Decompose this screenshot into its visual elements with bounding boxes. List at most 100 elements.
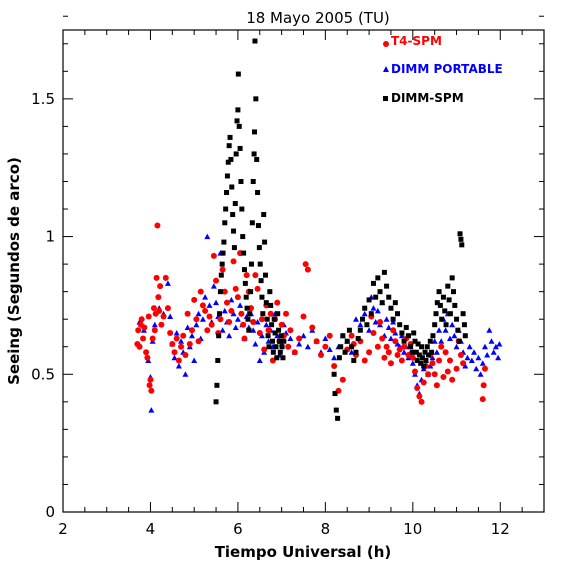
data-point	[221, 288, 228, 295]
data-point	[268, 302, 274, 308]
data-point	[338, 344, 344, 350]
data-point	[296, 335, 303, 342]
data-point	[373, 294, 379, 300]
data-point	[155, 294, 162, 301]
data-point	[252, 272, 259, 279]
data-point	[300, 313, 307, 320]
data-point	[364, 322, 370, 328]
data-point	[254, 285, 261, 292]
data-point	[237, 302, 244, 308]
data-point	[199, 316, 206, 322]
data-point	[188, 327, 195, 334]
data-point	[240, 234, 246, 240]
data-point	[457, 231, 463, 237]
data-point	[437, 302, 443, 308]
data-point	[224, 190, 230, 196]
data-point	[258, 316, 265, 323]
data-point	[223, 206, 229, 212]
data-point	[429, 360, 436, 367]
data-point	[274, 355, 280, 361]
data-point	[408, 344, 414, 350]
data-point	[331, 363, 338, 370]
data-point	[355, 335, 361, 341]
data-point	[206, 313, 213, 320]
data-point	[398, 357, 405, 364]
data-point	[235, 71, 241, 77]
data-point	[366, 349, 373, 356]
plot-frame	[62, 29, 545, 513]
data-point	[451, 332, 458, 339]
data-point	[349, 344, 355, 350]
data-point	[405, 333, 411, 339]
x-tick-label: 8	[321, 520, 331, 538]
data-point	[419, 344, 425, 350]
data-point	[495, 354, 502, 361]
data-point	[276, 338, 282, 344]
x-tick-label: 12	[491, 520, 510, 538]
data-point	[431, 338, 438, 344]
data-point	[256, 357, 263, 364]
data-point	[457, 352, 464, 359]
data-point	[255, 190, 261, 196]
data-point	[188, 332, 195, 339]
legend-marker-dimm-portable	[383, 66, 389, 72]
data-point	[231, 245, 237, 251]
x-tick-label: 6	[233, 520, 243, 538]
data-point	[240, 321, 247, 328]
data-point	[222, 220, 228, 226]
data-point	[226, 332, 233, 339]
data-point	[267, 289, 273, 295]
data-point	[218, 272, 224, 278]
data-point	[220, 250, 226, 256]
data-point	[416, 393, 423, 400]
data-point	[151, 321, 158, 328]
data-point	[458, 236, 464, 242]
data-point	[147, 376, 154, 383]
data-point	[425, 371, 432, 378]
data-point	[424, 344, 430, 350]
data-point	[387, 335, 394, 341]
data-point	[456, 338, 462, 344]
data-point	[229, 184, 235, 190]
data-point	[269, 322, 275, 328]
data-point	[255, 223, 261, 229]
data-point	[377, 289, 383, 295]
data-point	[479, 396, 486, 403]
data-point	[392, 300, 398, 306]
data-point	[232, 324, 239, 330]
data-point	[254, 156, 260, 162]
data-point	[423, 358, 429, 364]
data-point	[283, 310, 290, 317]
data-point	[202, 307, 209, 314]
data-point	[184, 310, 191, 317]
data-point	[366, 327, 373, 333]
data-point	[156, 307, 163, 314]
data-point	[388, 305, 394, 311]
data-point	[191, 357, 198, 364]
data-point	[322, 335, 329, 341]
data-point	[223, 299, 230, 306]
data-point	[436, 289, 442, 295]
data-point	[171, 349, 178, 356]
data-point	[232, 201, 238, 207]
data-point	[225, 159, 231, 165]
data-point	[158, 321, 165, 328]
data-point	[374, 307, 381, 314]
data-point	[210, 283, 217, 289]
data-point	[221, 239, 227, 245]
data-point	[466, 343, 473, 350]
data-point	[326, 332, 333, 339]
data-point	[175, 357, 182, 364]
data-point	[233, 151, 239, 157]
data-point	[453, 365, 460, 372]
data-point	[392, 338, 399, 345]
data-point	[232, 285, 239, 292]
data-point	[405, 352, 412, 359]
data-point	[492, 343, 499, 350]
data-point	[360, 316, 366, 322]
y-tick-label: 0.5	[31, 365, 55, 383]
data-point	[440, 294, 446, 300]
data-point	[442, 327, 449, 333]
data-point	[421, 363, 427, 369]
data-point	[243, 272, 250, 279]
